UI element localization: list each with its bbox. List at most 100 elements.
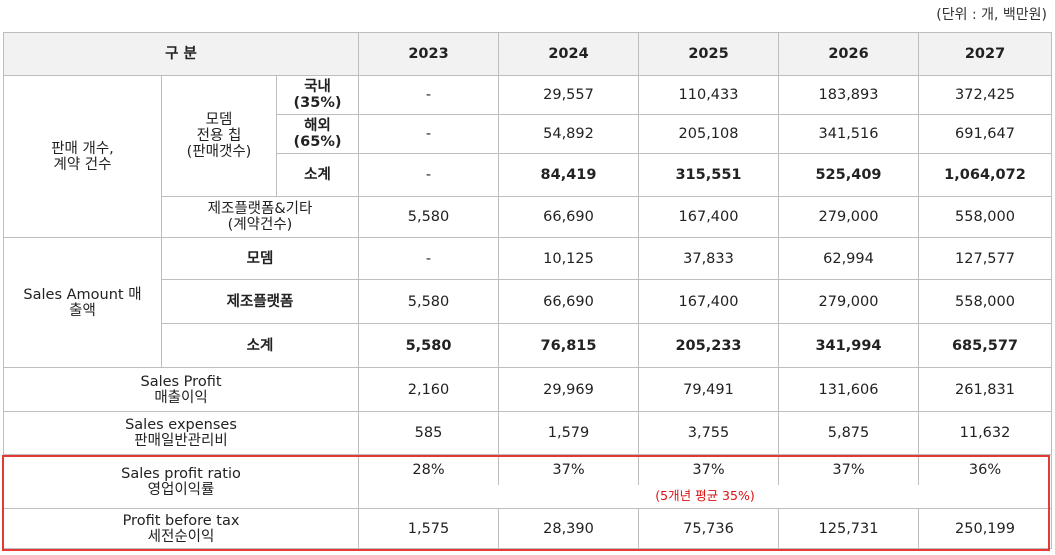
table-cell: 691,647 <box>918 114 1052 154</box>
table-cell: 558,000 <box>918 196 1052 238</box>
table-cell: 28,390 <box>498 508 639 549</box>
amount-platform-label: 제조플랫폼 <box>161 279 359 324</box>
platform-count-label: 제조플랫폼&기타 (계약건수) <box>161 196 359 238</box>
profit-before-tax-label-line1: Profit before tax <box>122 512 240 529</box>
sales-expenses-label-line1: Sales expenses <box>125 417 237 433</box>
header-year: 2023 <box>358 32 499 76</box>
table-row-profit-before-tax: Profit before tax 세전순이익 1,575 28,390 75,… <box>3 508 1052 549</box>
table-cell: 279,000 <box>778 196 919 238</box>
amount-modem-label: 모뎀 <box>161 237 359 280</box>
sales-profit-label-line1: Sales Profit <box>140 373 222 390</box>
table-cell: 37,833 <box>638 237 779 280</box>
overseas-label-line2: (65%) <box>293 134 342 150</box>
table-cell: 167,400 <box>638 279 779 324</box>
table-row-amount-subtotal: 소계 5,580 76,815 205,233 341,994 685,577 <box>4 323 1052 368</box>
table-row-amount-modem: Sales Amount 매 출액 모뎀 - 10,125 37,833 62,… <box>3 237 1052 368</box>
header-category: 구 분 <box>3 32 359 76</box>
table-cell: 279,000 <box>778 279 919 324</box>
table-cell: 250,199 <box>918 508 1052 549</box>
sales-profit-label-line2: 매출이익 <box>154 389 208 406</box>
profit-ratio-label: Sales profit ratio 영업이익률 <box>3 454 359 509</box>
table-cell: - <box>358 114 499 154</box>
table-cell: 76,815 <box>498 323 639 368</box>
table-cell: - <box>358 153 499 197</box>
table-cell: 84,419 <box>498 153 639 197</box>
table-row-sales-profit: Sales Profit 매출이익 2,160 29,969 79,491 13… <box>3 367 1052 412</box>
table-row-amount-platform: 제조플랫폼 5,580 66,690 167,400 279,000 558,0… <box>4 279 1052 324</box>
average-note: (5개년 평균 35%) <box>358 484 1052 509</box>
table-row-profit-ratio: Sales profit ratio 영업이익률 28% 37% 37% 37%… <box>3 454 1052 509</box>
table-cell: 37% <box>778 454 919 485</box>
table-cell: 66,690 <box>498 196 639 238</box>
overseas-label: 해외 (65%) <box>276 114 359 154</box>
table-cell: 37% <box>638 454 779 485</box>
header-year: 2027 <box>918 32 1052 76</box>
table-cell: 1,579 <box>498 411 639 455</box>
table-cell: 372,425 <box>918 75 1052 115</box>
modem-chip-label-line1: 모뎀 <box>205 112 233 128</box>
table-cell: 205,233 <box>638 323 779 368</box>
sales-expenses-label-line2: 판매일반관리비 <box>134 433 228 449</box>
table-row-count-subtotal: 소계 - 84,419 315,551 525,409 1,064,072 <box>4 153 1052 197</box>
table-cell: 127,577 <box>918 237 1052 280</box>
modem-chip-label-line2: 전용 칩 <box>196 128 242 144</box>
platform-count-label-line2: (계약건수) <box>227 217 293 233</box>
modem-chip-label-line3: (판매갯수) <box>186 144 252 160</box>
header-year: 2025 <box>638 32 779 76</box>
table-cell: 1,575 <box>358 508 499 549</box>
table-cell: - <box>358 237 499 280</box>
sales-amount-group-label: Sales Amount 매 출액 <box>3 237 162 368</box>
financial-table: 구 분 2023 2024 2025 2026 2027 판매 개수, 계약 건… <box>3 32 1052 549</box>
domestic-label: 국내 (35%) <box>276 75 359 115</box>
overseas-label-line1: 해외 <box>304 118 331 134</box>
domestic-label-line1: 국내 <box>304 79 331 95</box>
table-cell: 54,892 <box>498 114 639 154</box>
table-cell: 341,516 <box>778 114 919 154</box>
table-cell: 525,409 <box>778 153 919 197</box>
table-cell: 261,831 <box>918 367 1052 412</box>
table-cell: 205,108 <box>638 114 779 154</box>
table-cell: 28% <box>358 454 499 485</box>
table-cell: 11,632 <box>918 411 1052 455</box>
table-cell: 125,731 <box>778 508 919 549</box>
table-cell: 29,969 <box>498 367 639 412</box>
table-cell: 5,875 <box>778 411 919 455</box>
domestic-label-line2: (35%) <box>293 95 342 111</box>
table-cell: 167,400 <box>638 196 779 238</box>
header-row: 구 분 2023 2024 2025 2026 2027 <box>3 32 1052 76</box>
modem-chip-label: 모뎀 전용 칩 (판매갯수) <box>161 75 277 197</box>
table-cell: 66,690 <box>498 279 639 324</box>
table-row-sales-expenses: Sales expenses 판매일반관리비 585 1,579 3,755 5… <box>3 411 1052 455</box>
table-cell: 315,551 <box>638 153 779 197</box>
table-cell: 5,580 <box>358 323 499 368</box>
table-row-overseas: 해외 (65%) - 54,892 205,108 341,516 691,64… <box>4 114 1052 154</box>
header-year: 2024 <box>498 32 639 76</box>
table-cell: 183,893 <box>778 75 919 115</box>
profit-before-tax-label: Profit before tax 세전순이익 <box>3 508 359 549</box>
profit-before-tax-label-line2: 세전순이익 <box>147 528 215 545</box>
table-cell: 75,736 <box>638 508 779 549</box>
sales-count-label-line2: 계약 건수 <box>53 156 112 173</box>
sales-count-group-label: 판매 개수, 계약 건수 <box>3 75 162 238</box>
sales-profit-label: Sales Profit 매출이익 <box>3 367 359 412</box>
profit-ratio-label-line2: 영업이익률 <box>147 481 215 498</box>
table-row-platform-count: 제조플랫폼&기타 (계약건수) 5,580 66,690 167,400 279… <box>4 196 1052 238</box>
table-cell: 37% <box>498 454 639 485</box>
table-row-domestic: 판매 개수, 계약 건수 모뎀 전용 칩 (판매갯수) 국내 (35%) - 2… <box>3 75 1052 238</box>
count-subtotal-label: 소계 <box>276 153 359 197</box>
table-cell: 5,580 <box>358 196 499 238</box>
table-cell: 341,994 <box>778 323 919 368</box>
table-cell: 36% <box>918 454 1052 485</box>
sales-amount-label-line1: Sales Amount 매 <box>23 286 142 303</box>
header-year: 2026 <box>778 32 919 76</box>
table-cell: 79,491 <box>638 367 779 412</box>
table-cell: 685,577 <box>918 323 1052 368</box>
platform-count-label-line1: 제조플랫폼&기타 <box>207 201 313 217</box>
table-cell: - <box>358 75 499 115</box>
table-cell: 5,580 <box>358 279 499 324</box>
table-cell: 585 <box>358 411 499 455</box>
unit-note: (단위 : 개, 백만원) <box>936 7 1047 23</box>
table-cell: 558,000 <box>918 279 1052 324</box>
sales-count-label-line1: 판매 개수, <box>51 140 114 157</box>
table-cell: 29,557 <box>498 75 639 115</box>
